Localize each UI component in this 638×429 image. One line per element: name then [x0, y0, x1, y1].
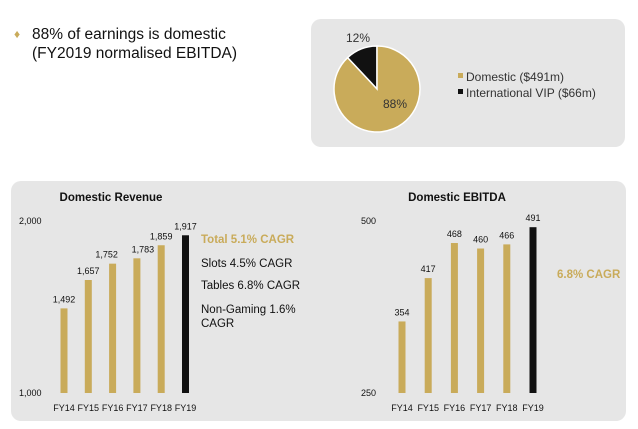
revenue-cat-FY18: FY18 — [150, 403, 172, 413]
revenue-bar-FY19 — [182, 235, 189, 393]
ebitda-value-FY19: 491 — [525, 213, 540, 223]
revenue-bar-FY14 — [60, 308, 68, 393]
ebitda-cat-FY16: FY16 — [444, 403, 466, 413]
revenue-value-FY19: 1,917 — [174, 221, 197, 231]
revenue-cat-FY19: FY19 — [175, 403, 197, 413]
ebitda-value-FY17: 460 — [473, 235, 488, 245]
headline-line1: 88% of earnings is domestic — [32, 26, 226, 43]
revenue-value-FY18: 1,859 — [150, 231, 173, 241]
headline-line2: (FY2019 normalised EBITDA) — [32, 45, 238, 62]
revenue-cat-FY17: FY17 — [126, 403, 148, 413]
ebitda-bar-FY18 — [503, 244, 511, 393]
pie-label-domestic: 88% — [383, 97, 407, 111]
revenue-value-FY17: 1,783 — [132, 244, 155, 254]
ebitda-cat-FY18: FY18 — [496, 403, 518, 413]
ebitda-cat-FY19: FY19 — [522, 403, 544, 413]
revenue-cat-FY16: FY16 — [102, 403, 124, 413]
ebitda-bar-FY15 — [424, 278, 432, 393]
revenue-cat-FY15: FY15 — [78, 403, 100, 413]
revenue-bar-FY15 — [84, 280, 92, 393]
legend-label-international: International VIP ($66m) — [466, 86, 596, 100]
revenue-value-FY16: 1,752 — [95, 250, 118, 260]
ebitda-title: Domestic EBITDA — [408, 192, 506, 204]
revenue-ytick-max: 2,000 — [19, 216, 42, 226]
revenue-title: Domestic Revenue — [60, 192, 163, 204]
revenue-ytick-min: 1,000 — [19, 388, 42, 398]
headline: 88% of earnings is domestic (FY2019 norm… — [32, 25, 237, 63]
ebitda-value-FY14: 354 — [394, 307, 409, 317]
ebitda-bar-FY16 — [450, 243, 458, 393]
ebitda-note-0: 6.8% CAGR — [557, 269, 621, 281]
revenue-note-1: Slots 4.5% CAGR — [201, 258, 292, 270]
revenue-bar-FY16 — [109, 263, 117, 393]
ebitda-cat-FY17: FY17 — [470, 403, 492, 413]
ebitda-ytick-max: 500 — [361, 216, 376, 226]
revenue-value-FY15: 1,657 — [77, 266, 100, 276]
ebitda-value-FY16: 468 — [447, 229, 462, 239]
ebitda-cat-FY14: FY14 — [391, 403, 413, 413]
legend-swatch-international — [458, 89, 463, 94]
revenue-note-4: CAGR — [201, 318, 234, 330]
ebitda-bar-FY14 — [398, 321, 406, 393]
revenue-cat-FY14: FY14 — [53, 403, 75, 413]
ebitda-bar-FY17 — [477, 248, 485, 393]
ebitda-value-FY18: 466 — [499, 230, 514, 240]
revenue-note-3: Non-Gaming 1.6% — [201, 304, 296, 316]
bullet-icon: ♦ — [14, 27, 21, 41]
revenue-value-FY14: 1,492 — [53, 294, 76, 304]
ebitda-ytick-min: 250 — [361, 388, 376, 398]
revenue-bar-FY17 — [133, 258, 141, 393]
revenue-note-2: Tables 6.8% CAGR — [201, 280, 300, 292]
legend-label-domestic: Domestic ($491m) — [466, 70, 564, 84]
ebitda-value-FY15: 417 — [421, 264, 436, 274]
pie-label-international: 12% — [346, 31, 370, 45]
pie-slice-domestic — [333, 45, 421, 133]
revenue-bar-FY18 — [157, 245, 165, 393]
ebitda-cat-FY15: FY15 — [417, 403, 439, 413]
ebitda-bar-FY19 — [529, 227, 537, 393]
revenue-note-0: Total 5.1% CAGR — [201, 234, 295, 246]
legend-swatch-domestic — [458, 73, 463, 78]
